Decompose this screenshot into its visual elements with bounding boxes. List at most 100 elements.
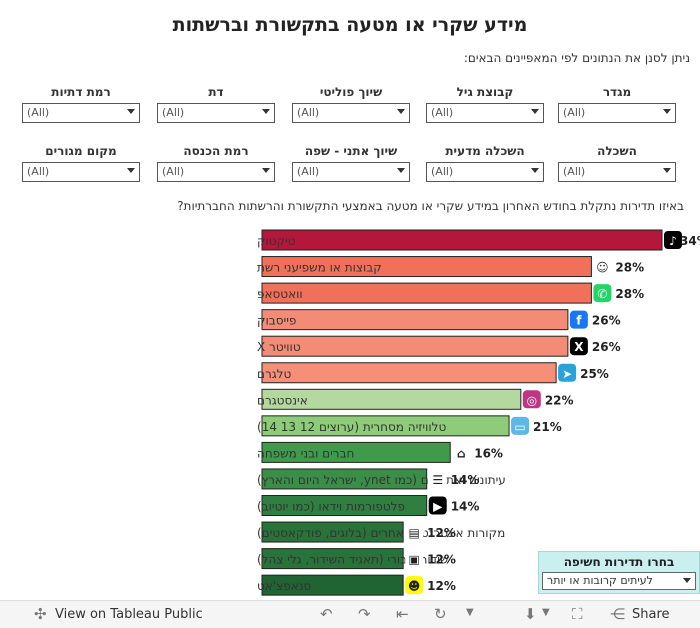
- filter-label: רמת דתיות: [51, 85, 111, 99]
- house-icon-glyph: ⌂: [457, 446, 466, 460]
- filter-label: שיוך פוליטי: [319, 85, 383, 99]
- bar[interactable]: [261, 309, 569, 331]
- bar[interactable]: [261, 468, 428, 490]
- tableau-toolbar: ✣ View on Tableau Public ↶ ↷ ⇤ ↻ ▼ ⬇ ▼ ⛶…: [0, 600, 700, 628]
- category-label: חברים ובני משפחה: [257, 446, 354, 460]
- chevron-down-icon[interactable]: ▼: [466, 607, 474, 618]
- chevron-down-icon[interactable]: ▼: [542, 607, 550, 618]
- bar[interactable]: [261, 495, 428, 516]
- filter-label: קבוצת גיל: [456, 85, 514, 99]
- value-label: 28%: [615, 261, 644, 275]
- value-label: 12%: [427, 579, 456, 593]
- facebook-icon: [569, 310, 588, 329]
- filter-dropdown[interactable]: (All): [157, 103, 275, 123]
- filter-income: רמת הכנסה (All): [157, 144, 275, 182]
- value-label: 26%: [592, 340, 621, 354]
- telegram-icon: [558, 363, 577, 382]
- fullscreen-icon[interactable]: ⛶: [572, 605, 583, 623]
- chevron-down-icon: [531, 109, 539, 114]
- chevron-down-icon: [262, 168, 270, 173]
- tv-icon-glyph: ▭: [514, 420, 525, 434]
- filter-dropdown[interactable]: (All): [22, 162, 140, 182]
- filter-dropdown[interactable]: (All): [292, 162, 410, 182]
- redo-icon[interactable]: ↷: [358, 605, 371, 623]
- frequency-dropdown[interactable]: לעיתים קרובות או יותר: [542, 572, 696, 590]
- filter-age-group: קבוצת גיל (All): [426, 85, 544, 123]
- page-title: מידע שקרי או מטעה בתקשורת וברשתות: [172, 14, 528, 36]
- bar[interactable]: [261, 282, 592, 304]
- bar[interactable]: [261, 415, 510, 437]
- tv-icon: [511, 416, 530, 435]
- broadcast-tv-icon: [405, 549, 424, 568]
- influencer-icon: [593, 257, 612, 276]
- view-on-tableau-link[interactable]: View on Tableau Public: [55, 607, 203, 622]
- filter-dropdown[interactable]: (All): [426, 162, 544, 182]
- filter-label: רמת הכנסה: [183, 144, 249, 158]
- revert-icon[interactable]: ⇤: [396, 605, 409, 623]
- whatsapp-icon: [593, 284, 612, 303]
- filter-gender: מגדר (All): [558, 85, 676, 123]
- bar[interactable]: [261, 441, 451, 463]
- undo-icon[interactable]: ↶: [320, 605, 333, 623]
- share-icon[interactable]: ⋲: [610, 605, 625, 623]
- filter-dropdown[interactable]: (All): [558, 103, 676, 123]
- bar[interactable]: [261, 229, 663, 251]
- blog-icon-glyph: ▤: [409, 526, 420, 540]
- newspaper-icon: [428, 469, 447, 488]
- bar[interactable]: [261, 548, 404, 570]
- filter-value: (All): [162, 165, 185, 178]
- filter-label: השכלה מדעית: [445, 144, 525, 158]
- tableau-logo-icon: ✣: [34, 605, 47, 623]
- category-label: אינסטגרם: [257, 393, 308, 407]
- filter-dropdown[interactable]: (All): [292, 103, 410, 123]
- filter-label: שיוך אתני - שפה: [304, 144, 398, 158]
- value-label: 21%: [533, 420, 562, 434]
- chevron-down-icon: [663, 109, 671, 114]
- influencer-icon-glyph: ☺: [596, 261, 609, 275]
- value-label: 14%: [451, 473, 480, 487]
- chevron-down-icon: [127, 168, 135, 173]
- blog-icon: [405, 523, 424, 542]
- filter-dropdown[interactable]: (All): [22, 103, 140, 123]
- filter-label: השכלה: [597, 144, 637, 158]
- filter-value: (All): [563, 165, 586, 178]
- category-label: קבוצות או משפיעני רשת: [257, 261, 382, 275]
- value-label: 25%: [580, 367, 609, 381]
- bar[interactable]: [261, 521, 404, 543]
- bar[interactable]: [261, 362, 557, 384]
- category-label: טלוויזיה מסחרית (ערוצים 12 13 14): [257, 420, 446, 434]
- newspaper-icon-glyph: ☰: [432, 473, 443, 487]
- share-button[interactable]: Share: [632, 607, 670, 622]
- x-icon-glyph: X: [574, 340, 584, 354]
- bar[interactable]: [261, 335, 569, 357]
- filter-value: (All): [431, 106, 454, 119]
- filter-dropdown[interactable]: (All): [558, 162, 676, 182]
- category-label: סנאפצ'אט: [257, 579, 312, 593]
- pause-icon[interactable]: ↻: [434, 605, 447, 623]
- bar[interactable]: [261, 388, 522, 410]
- filter-value: (All): [431, 165, 454, 178]
- filter-religiosity: רמת דתיות (All): [22, 85, 140, 123]
- bar[interactable]: [261, 256, 592, 278]
- category-label: וואטסאפ: [257, 287, 303, 301]
- bar[interactable]: [261, 574, 404, 596]
- filter-value: (All): [563, 106, 586, 119]
- snapchat-icon-glyph: ☻: [408, 579, 421, 593]
- filter-residence: מקום מגורים (All): [22, 144, 140, 182]
- selector-value: לעיתים קרובות או יותר: [547, 574, 653, 587]
- filter-dropdown[interactable]: (All): [157, 162, 275, 182]
- value-label: 22%: [545, 393, 574, 407]
- filter-subtitle: ניתן לסנן את הנתונים לפי המאפיינים הבאים…: [463, 51, 690, 65]
- instagram-icon: [522, 390, 541, 409]
- category-label: פייסבוק: [257, 314, 296, 328]
- frequency-selector: בחרו תדירות חשיפה לעיתים קרובות או יותר: [538, 551, 700, 594]
- instagram-icon-glyph: ◎: [527, 393, 537, 407]
- filter-dropdown[interactable]: (All): [426, 103, 544, 123]
- filter-religion: דת (All): [157, 85, 275, 123]
- filter-science-education: השכלה מדעית (All): [426, 144, 544, 182]
- download-icon[interactable]: ⬇: [524, 605, 537, 623]
- value-label: 26%: [592, 314, 621, 328]
- filter-value: (All): [297, 106, 320, 119]
- chevron-down-icon: [663, 168, 671, 173]
- chevron-down-icon: [262, 109, 270, 114]
